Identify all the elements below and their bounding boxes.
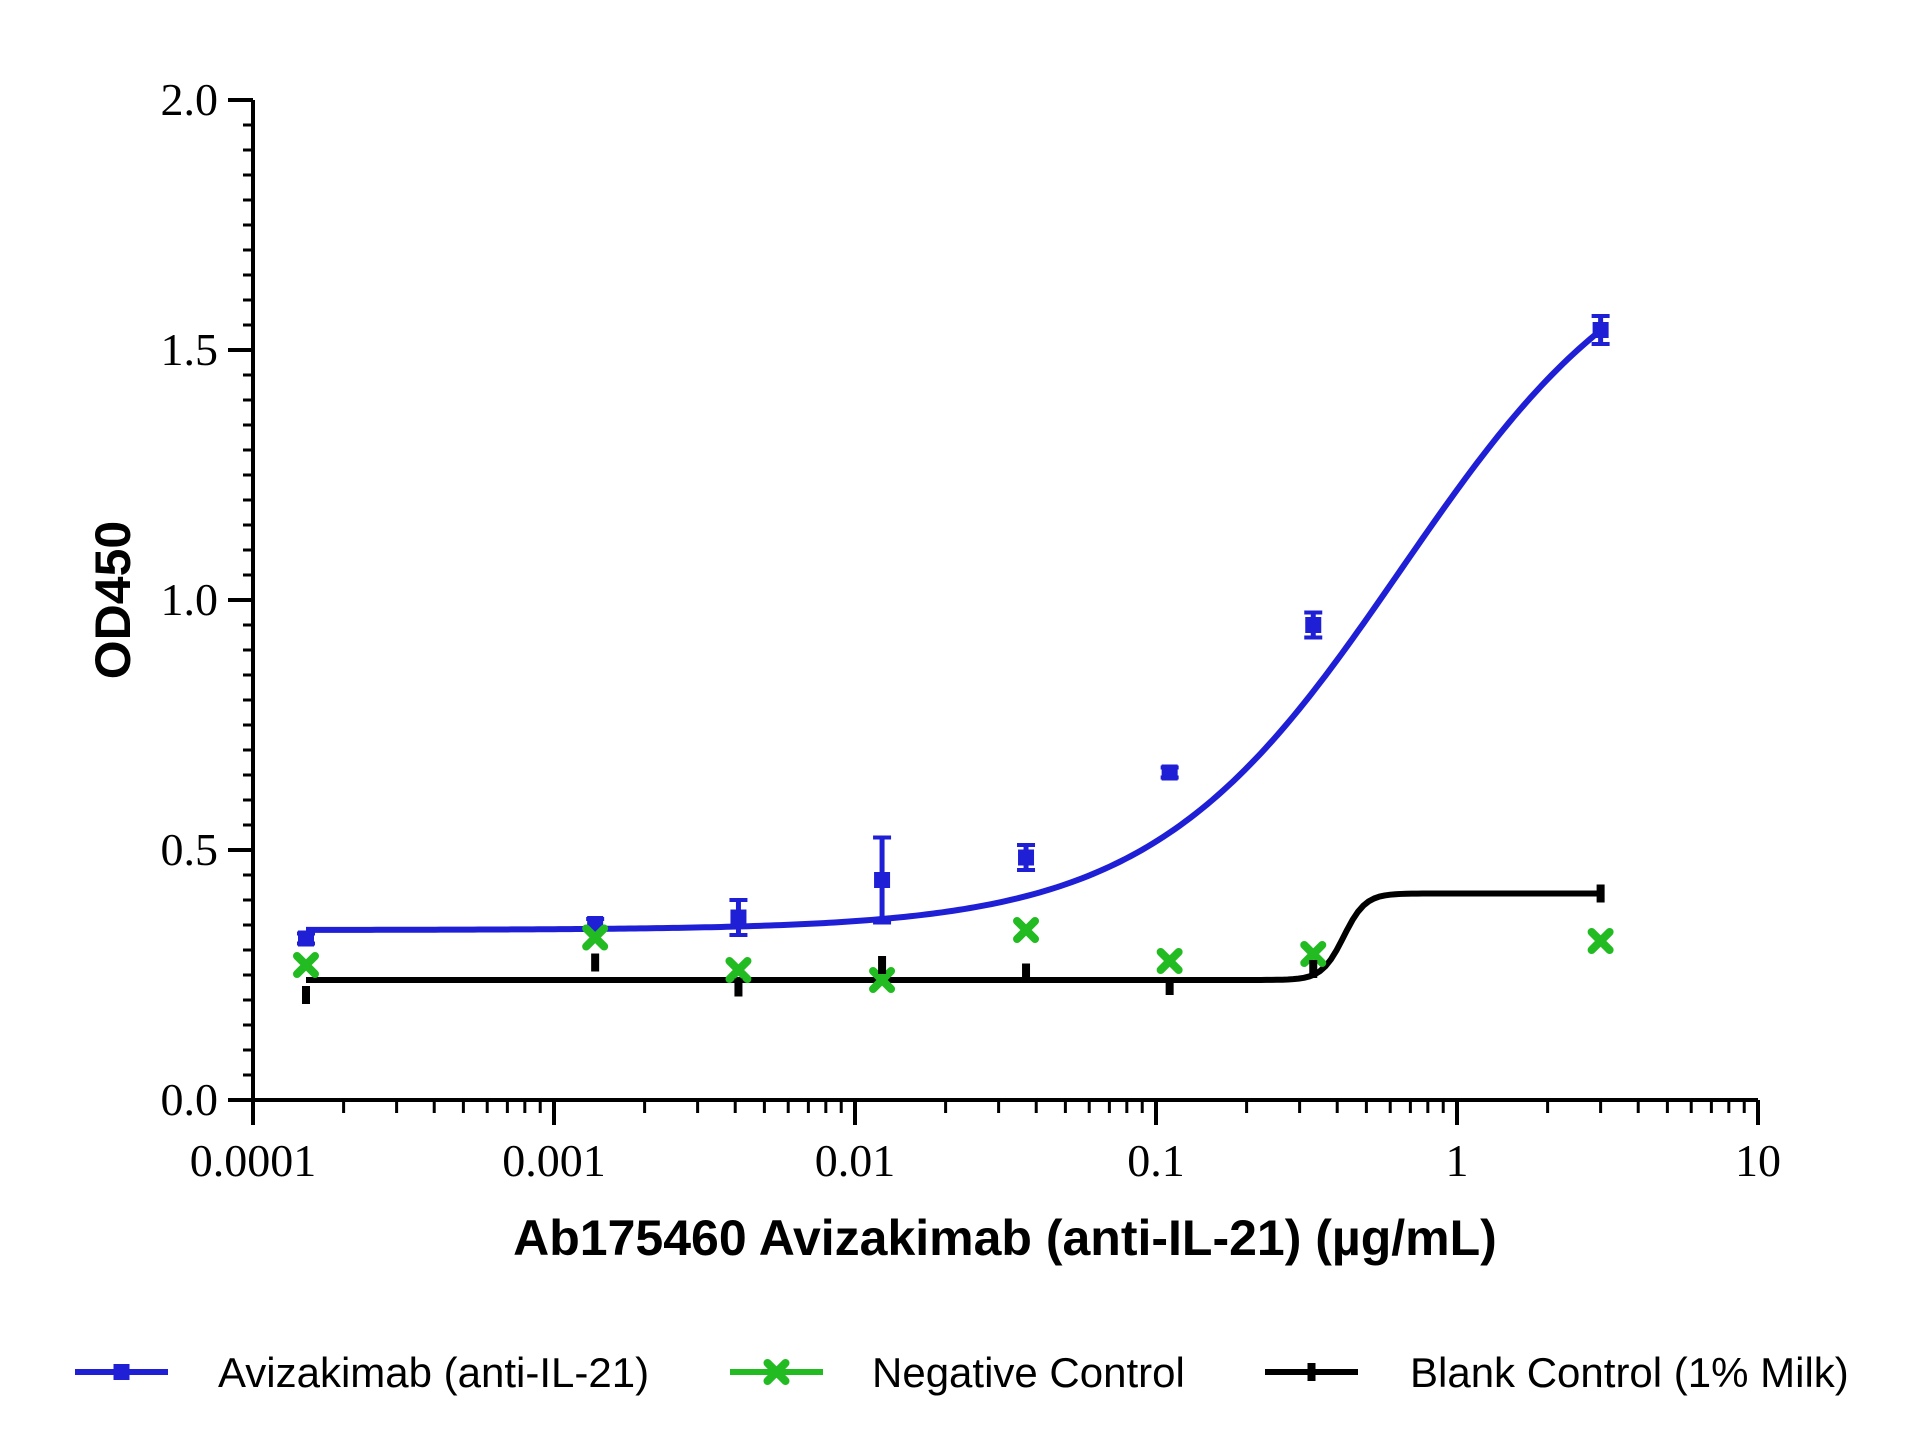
legend-item: Avizakimab (anti-IL-21) xyxy=(75,1349,649,1396)
legend: Avizakimab (anti-IL-21) Negative Control B… xyxy=(75,1349,1849,1396)
legend-item: Blank Control (1% Milk) xyxy=(1265,1349,1849,1396)
data-point xyxy=(591,953,600,972)
x-tick-label: 0.0001 xyxy=(190,1135,317,1186)
legend-item: Negative Control xyxy=(730,1349,1185,1396)
legend-marker xyxy=(113,1364,130,1380)
legend-label: Negative Control xyxy=(872,1349,1185,1396)
plot-area: 0.0 0.5 1.0 1.5 2.0 0.0001 0.001 0.01 0.1 1 10 xyxy=(161,74,1782,1186)
data-point xyxy=(730,909,747,926)
legend-marker xyxy=(1307,1363,1316,1381)
data-point xyxy=(1013,917,1040,943)
data-point xyxy=(293,952,320,978)
data-point xyxy=(1161,764,1178,781)
data-point xyxy=(874,872,891,888)
y-tick-label: 0.5 xyxy=(161,824,219,875)
x-tick-label: 0.001 xyxy=(502,1135,606,1186)
data-point xyxy=(298,930,315,947)
y-tick-label: 1.0 xyxy=(161,574,219,625)
legend-label: Blank Control (1% Milk) xyxy=(1410,1349,1849,1396)
legend-label: Avizakimab (anti-IL-21) xyxy=(218,1349,649,1396)
fit-curves xyxy=(306,328,1603,983)
data-point xyxy=(1587,928,1614,954)
data-point xyxy=(878,956,887,974)
data-point xyxy=(869,967,896,993)
fit-curve xyxy=(306,328,1603,933)
x-tick-label: 0.1 xyxy=(1127,1135,1185,1186)
data-point xyxy=(1165,977,1174,995)
data-point xyxy=(1018,849,1035,866)
data-point xyxy=(1596,884,1605,903)
data-point xyxy=(725,957,752,983)
data-point xyxy=(1156,948,1183,974)
y-axis-title: OD450 xyxy=(85,521,141,679)
data-point xyxy=(734,978,743,997)
x-axis-title: Ab175460 Avizakimab (anti-IL-21) (µg/mL) xyxy=(513,1210,1497,1266)
y-tick-label: 0.0 xyxy=(161,1074,219,1125)
y-axis-ticks: 0.0 0.5 1.0 1.5 2.0 xyxy=(161,74,253,1125)
data-point xyxy=(1592,322,1609,338)
legend-marker xyxy=(763,1359,790,1385)
data-point xyxy=(1305,617,1322,633)
data-point xyxy=(582,924,609,951)
x-tick-label: 1 xyxy=(1446,1135,1469,1186)
y-tick-label: 2.0 xyxy=(161,74,219,125)
y-tick-label: 1.5 xyxy=(161,324,219,375)
x-tick-label: 10 xyxy=(1735,1135,1781,1186)
data-point xyxy=(302,986,311,1004)
x-tick-label: 0.01 xyxy=(815,1135,896,1186)
data-point xyxy=(1309,960,1318,978)
data-points xyxy=(293,314,1614,1004)
x-axis-ticks: 0.0001 0.001 0.01 0.1 1 10 xyxy=(190,1100,1781,1186)
fit-curve xyxy=(306,890,1601,983)
data-point xyxy=(1300,941,1327,967)
data-point xyxy=(1022,963,1031,982)
